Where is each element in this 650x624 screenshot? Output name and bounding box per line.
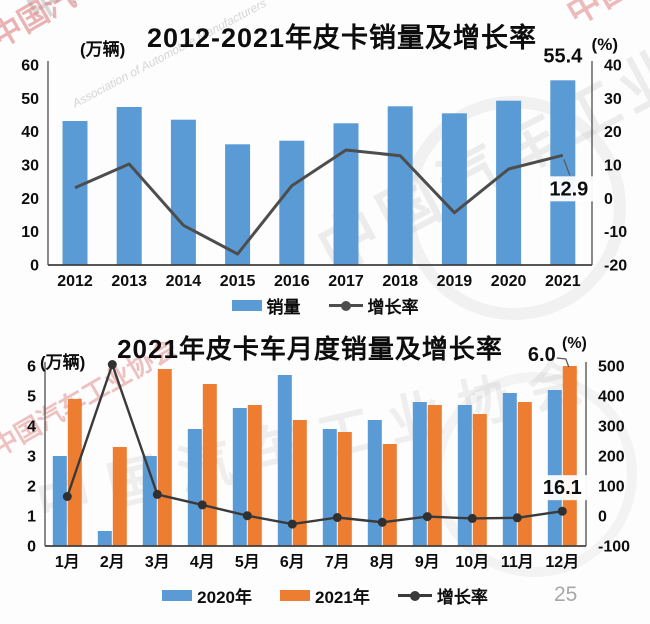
monthly-growth-line-swatch-icon xyxy=(397,590,432,601)
monthly-right-axis-unit: (%) xyxy=(562,335,587,352)
svg-text:20: 20 xyxy=(604,124,622,141)
svg-text:0: 0 xyxy=(27,539,36,556)
svg-text:40: 40 xyxy=(604,58,622,75)
svg-text:11月: 11月 xyxy=(501,553,534,571)
svg-text:-10: -10 xyxy=(604,224,627,241)
svg-text:12.9: 12.9 xyxy=(549,178,588,200)
legend-item-2021: 2021年 xyxy=(280,583,370,608)
monthly-chart-title: 2021年皮卡车月度销量及增长率 xyxy=(117,334,503,364)
svg-text:5月: 5月 xyxy=(235,553,260,571)
svg-text:0: 0 xyxy=(604,191,613,208)
growth-line-swatch-icon xyxy=(328,300,363,311)
legend-label-monthly-growth: 增长率 xyxy=(436,588,488,607)
legend-item-growth: 增长率 xyxy=(328,293,419,318)
annual-chart-title: 2012-2021年皮卡销量及增长率 xyxy=(146,23,538,53)
svg-text:2019: 2019 xyxy=(437,273,473,290)
growth-dot-icon xyxy=(340,300,351,311)
svg-text:2021: 2021 xyxy=(545,273,581,290)
svg-text:2017: 2017 xyxy=(328,273,364,290)
svg-text:10: 10 xyxy=(604,158,622,175)
svg-text:200: 200 xyxy=(598,449,625,466)
svg-text:400: 400 xyxy=(598,389,625,406)
svg-text:2013: 2013 xyxy=(111,273,147,290)
svg-text:5: 5 xyxy=(27,389,36,406)
svg-text:-100: -100 xyxy=(598,539,630,556)
svg-text:12月: 12月 xyxy=(545,553,579,571)
svg-text:6.0: 6.0 xyxy=(528,344,556,366)
svg-text:10: 10 xyxy=(21,224,39,241)
svg-text:2012: 2012 xyxy=(57,273,93,290)
svg-text:6月: 6月 xyxy=(280,553,305,571)
svg-text:2020: 2020 xyxy=(491,273,527,290)
svg-text:9月: 9月 xyxy=(415,553,440,571)
svg-text:2月: 2月 xyxy=(100,553,125,571)
svg-text:1: 1 xyxy=(27,509,36,526)
svg-text:2014: 2014 xyxy=(166,273,202,290)
svg-text:300: 300 xyxy=(598,419,625,436)
legend-item-monthly-growth: 增长率 xyxy=(397,583,488,608)
svg-text:50: 50 xyxy=(21,91,39,108)
legend-label-2021: 2021年 xyxy=(315,588,370,607)
year2020-bar-swatch-icon xyxy=(162,590,193,601)
svg-text:-20: -20 xyxy=(604,258,627,275)
svg-text:500: 500 xyxy=(598,359,625,376)
annual-right-axis-unit: (%) xyxy=(591,35,618,54)
legend-label-sales: 销量 xyxy=(266,298,301,317)
svg-text:40: 40 xyxy=(21,124,39,141)
svg-text:2018: 2018 xyxy=(382,273,418,290)
svg-text:1月: 1月 xyxy=(55,553,80,571)
monthly-left-axis-unit: (万辆) xyxy=(40,353,86,372)
svg-text:2015: 2015 xyxy=(220,273,256,290)
monthly-chart-legend: 2020年 2021年 增长率 xyxy=(0,583,650,608)
legend-item-2020: 2020年 xyxy=(162,583,252,608)
svg-text:100: 100 xyxy=(598,479,625,496)
sales-bar-swatch-icon xyxy=(231,300,262,311)
svg-text:0: 0 xyxy=(30,258,39,275)
svg-text:4: 4 xyxy=(27,419,36,436)
svg-text:2: 2 xyxy=(27,479,36,496)
svg-text:3月: 3月 xyxy=(145,553,170,571)
legend-label-growth: 增长率 xyxy=(367,298,419,317)
svg-text:10月: 10月 xyxy=(455,553,489,571)
svg-text:0: 0 xyxy=(598,509,607,526)
year2021-bar-swatch-icon xyxy=(280,590,310,601)
svg-text:55.4: 55.4 xyxy=(543,45,583,67)
svg-text:60: 60 xyxy=(21,58,39,75)
svg-text:8月: 8月 xyxy=(370,553,395,571)
svg-text:30: 30 xyxy=(21,158,39,175)
page-number: 25 xyxy=(554,583,578,606)
svg-text:4月: 4月 xyxy=(190,553,215,571)
svg-text:30: 30 xyxy=(604,91,622,108)
svg-text:2016: 2016 xyxy=(274,273,310,290)
svg-text:3: 3 xyxy=(27,449,36,466)
annual-left-axis-unit: (万辆) xyxy=(80,40,126,59)
svg-text:20: 20 xyxy=(21,191,39,208)
svg-text:6: 6 xyxy=(27,359,36,376)
svg-text:16.1: 16.1 xyxy=(543,477,582,499)
annual-chart-legend: 销量 增长率 xyxy=(0,293,650,318)
legend-item-sales: 销量 xyxy=(231,293,301,318)
monthly-growth-dot-icon xyxy=(409,590,420,601)
svg-text:7月: 7月 xyxy=(325,553,350,571)
legend-label-2020: 2020年 xyxy=(197,588,252,607)
